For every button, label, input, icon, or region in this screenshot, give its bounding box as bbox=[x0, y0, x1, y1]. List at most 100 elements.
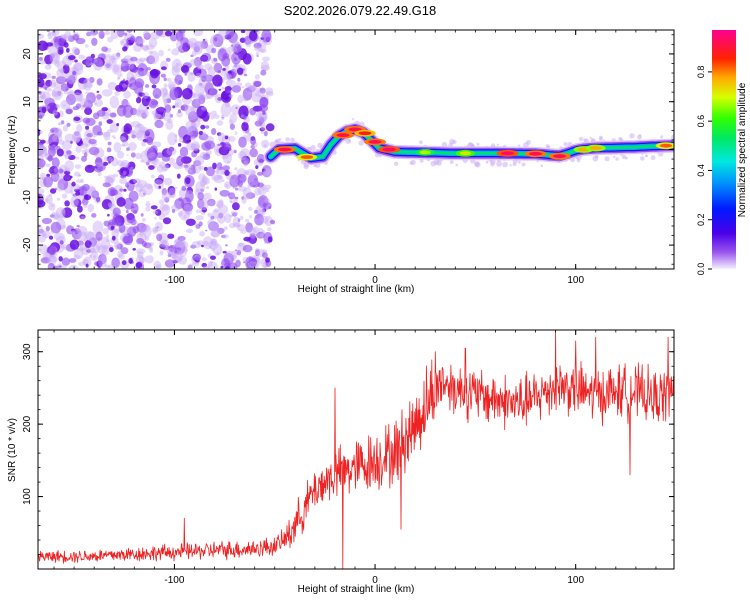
noise-speckle bbox=[55, 207, 66, 219]
noise-speckle bbox=[127, 83, 132, 88]
noise-speckle bbox=[80, 105, 84, 108]
noise-speckle bbox=[144, 255, 154, 264]
colorbar-ticks: 0.0 0.2 0.4 0.6 0.8 bbox=[696, 66, 712, 275]
noise-speckle bbox=[126, 147, 131, 151]
ridge-halo-speckle bbox=[517, 144, 521, 147]
noise-speckle bbox=[116, 160, 124, 167]
noise-speckle bbox=[104, 30, 111, 36]
noise-speckle bbox=[187, 130, 194, 136]
noise-speckle bbox=[69, 66, 79, 78]
noise-speckle bbox=[164, 197, 170, 203]
noise-speckle bbox=[149, 69, 161, 77]
ridge-halo-speckle bbox=[583, 138, 587, 142]
noise-speckle bbox=[213, 37, 218, 42]
noise-speckle bbox=[126, 154, 129, 156]
noise-speckle bbox=[58, 256, 63, 262]
noise-speckle bbox=[237, 67, 244, 75]
noise-speckle bbox=[190, 141, 200, 152]
noise-speckle bbox=[85, 78, 90, 82]
noise-speckle bbox=[142, 224, 152, 238]
noise-speckle bbox=[132, 248, 136, 251]
noise-speckle bbox=[193, 67, 202, 77]
noise-speckle bbox=[66, 48, 70, 53]
noise-speckle bbox=[198, 94, 206, 105]
noise-speckle bbox=[41, 106, 47, 114]
noise-speckle bbox=[177, 235, 186, 242]
spectrogram-y-axis-label: Frequency (Hz) bbox=[7, 116, 18, 185]
noise-speckle bbox=[50, 79, 57, 88]
noise-speckle bbox=[149, 247, 154, 253]
noise-speckle bbox=[73, 62, 84, 76]
noise-speckle bbox=[230, 250, 238, 259]
ridge-peak bbox=[528, 151, 543, 156]
noise-speckle bbox=[136, 123, 142, 129]
noise-speckle bbox=[212, 162, 217, 170]
noise-speckle bbox=[250, 85, 256, 92]
noise-speckle bbox=[208, 221, 219, 232]
noise-speckle bbox=[240, 114, 245, 119]
noise-speckle bbox=[235, 259, 241, 268]
noise-speckle bbox=[148, 50, 153, 54]
noise-speckle bbox=[249, 215, 252, 219]
noise-speckle bbox=[76, 224, 80, 228]
noise-speckle bbox=[180, 104, 189, 112]
noise-speckle bbox=[89, 186, 95, 192]
noise-speckle bbox=[91, 131, 98, 138]
noise-speckle bbox=[212, 243, 223, 256]
noise-speckle bbox=[38, 200, 46, 208]
noise-speckle bbox=[152, 226, 159, 234]
ridge-peak bbox=[368, 139, 382, 144]
noise-speckle bbox=[264, 215, 273, 227]
noise-speckle bbox=[80, 215, 86, 220]
noise-speckle bbox=[179, 146, 189, 157]
snr-y-tick-label: 100 bbox=[22, 488, 33, 505]
noise-speckle bbox=[195, 155, 205, 166]
noise-speckle bbox=[167, 48, 171, 51]
ridge-halo-speckle bbox=[275, 138, 281, 144]
noise-speckle bbox=[56, 68, 64, 78]
noise-speckle bbox=[47, 31, 54, 40]
noise-speckle bbox=[42, 91, 51, 100]
noise-speckle bbox=[236, 224, 241, 228]
noise-speckle bbox=[174, 74, 184, 86]
noise-speckle bbox=[222, 250, 227, 254]
noise-speckle bbox=[95, 240, 99, 243]
noise-speckle bbox=[225, 244, 228, 247]
spectrogram-x-tick-label: 0 bbox=[372, 275, 378, 286]
noise-speckle bbox=[198, 173, 206, 182]
noise-speckle bbox=[256, 55, 259, 57]
noise-speckle bbox=[171, 65, 180, 77]
noise-speckle bbox=[153, 113, 163, 122]
noise-speckle bbox=[175, 62, 181, 67]
noise-speckle bbox=[108, 156, 113, 163]
noise-speckle bbox=[241, 197, 247, 204]
noise-speckle bbox=[186, 228, 193, 234]
noise-speckle bbox=[106, 119, 113, 124]
noise-speckle bbox=[153, 179, 164, 190]
noise-speckle bbox=[262, 202, 272, 210]
noise-speckle bbox=[135, 183, 144, 193]
noise-speckle bbox=[120, 159, 130, 168]
ridge-halo-speckle bbox=[629, 133, 635, 139]
noise-speckle bbox=[260, 232, 265, 238]
ridge-halo-speckle bbox=[419, 158, 424, 163]
ridge-peak bbox=[278, 147, 292, 152]
noise-speckle bbox=[68, 74, 76, 85]
noise-speckle bbox=[58, 139, 65, 145]
noise-speckle bbox=[132, 178, 142, 184]
noise-speckle bbox=[174, 256, 183, 262]
noise-speckle bbox=[82, 78, 93, 91]
ridge-halo-speckle bbox=[452, 139, 457, 145]
noise-speckle bbox=[177, 109, 182, 114]
noise-speckle bbox=[76, 225, 88, 236]
noise-speckle bbox=[50, 127, 59, 134]
noise-speckle bbox=[81, 107, 84, 110]
noise-speckle bbox=[176, 111, 183, 118]
noise-speckle bbox=[167, 251, 172, 255]
noise-speckle bbox=[189, 130, 199, 138]
noise-speckle bbox=[141, 46, 149, 51]
noise-speckle bbox=[58, 265, 62, 268]
noise-speckle bbox=[199, 180, 208, 186]
noise-speckle bbox=[191, 50, 197, 57]
noise-speckle bbox=[123, 123, 132, 135]
